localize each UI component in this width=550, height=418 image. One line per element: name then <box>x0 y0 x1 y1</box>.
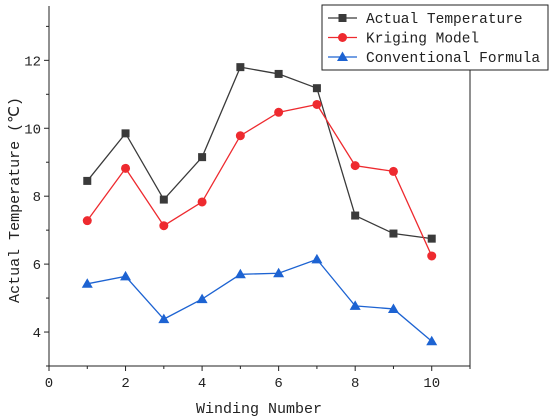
legend-entry-conventional-formula: Conventional Formula <box>328 51 540 67</box>
x-tick-label: 8 <box>351 376 359 392</box>
kriging-model-point-10 <box>427 251 437 261</box>
conventional-formula-point-8 <box>349 300 361 310</box>
conventional-formula-point-1 <box>81 278 93 288</box>
kriging-model-point-7 <box>312 99 322 109</box>
legend-swatch-marker <box>337 51 348 61</box>
conventional-formula-point-4 <box>196 293 208 304</box>
conventional-formula-point-10 <box>426 335 438 346</box>
actual-temperature-point-7 <box>312 84 321 93</box>
actual-temperature-point-4 <box>198 153 207 162</box>
legend-label: Actual Temperature <box>366 12 523 28</box>
conventional-formula-point-5 <box>234 268 246 279</box>
y-tick-label: 12 <box>24 54 41 70</box>
actual-temperature-point-5 <box>236 63 245 72</box>
kriging-model-point-5 <box>235 131 245 141</box>
legend-label: Conventional Formula <box>366 51 540 67</box>
actual-temperature-point-9 <box>389 229 398 238</box>
conventional-formula-line <box>87 258 433 342</box>
legend-swatch-marker <box>338 14 347 22</box>
x-tick-label: 0 <box>45 376 53 392</box>
kriging-model-point-1 <box>82 216 92 226</box>
x-tick-label: 4 <box>198 376 206 392</box>
kriging-model-line <box>86 103 433 257</box>
y-tick-label: 6 <box>33 258 41 274</box>
kriging-model-point-4 <box>197 197 207 207</box>
legend-box <box>321 4 549 71</box>
y-axis-label: Actual Temperature (℃) <box>7 97 24 303</box>
actual-temperature-point-3 <box>159 195 168 204</box>
x-tick-label: 6 <box>274 376 282 392</box>
conventional-formula-point-3 <box>158 313 170 324</box>
y-tick-label: 10 <box>24 122 41 138</box>
x-axis-label: Winding Number <box>196 401 322 418</box>
conventional-formula-point-7 <box>311 253 323 264</box>
kriging-model-point-3 <box>159 221 169 231</box>
kriging-model-point-6 <box>274 107 284 117</box>
actual-temperature-point-8 <box>351 211 360 220</box>
legend-label: Kriging Model <box>366 32 479 48</box>
conventional-formula-point-9 <box>387 303 399 313</box>
x-tick-label: 10 <box>423 376 440 392</box>
actual-temperature-point-10 <box>427 234 436 243</box>
y-tick-label: 8 <box>33 190 41 206</box>
legend-entry-kriging-model: Kriging Model <box>328 32 479 48</box>
kriging-model-point-8 <box>350 161 360 171</box>
conventional-formula-point-2 <box>120 270 132 281</box>
actual-temperature-line <box>86 66 432 240</box>
actual-temperature-point-2 <box>121 129 130 138</box>
actual-temperature-point-6 <box>274 69 283 78</box>
legend: Actual Temperature Kriging Model Conventio… <box>321 4 549 71</box>
plot-area <box>81 63 438 346</box>
legend-entry-actual-temperature: Actual Temperature <box>328 12 523 28</box>
y-tick-label: 4 <box>33 326 41 342</box>
conventional-formula-point-6 <box>273 267 285 278</box>
actual-temperature-point-1 <box>83 176 92 185</box>
kriging-model-point-2 <box>121 163 131 173</box>
x-tick-label: 2 <box>121 376 129 392</box>
kriging-model-point-9 <box>388 166 398 176</box>
legend-swatch-marker <box>338 33 347 42</box>
